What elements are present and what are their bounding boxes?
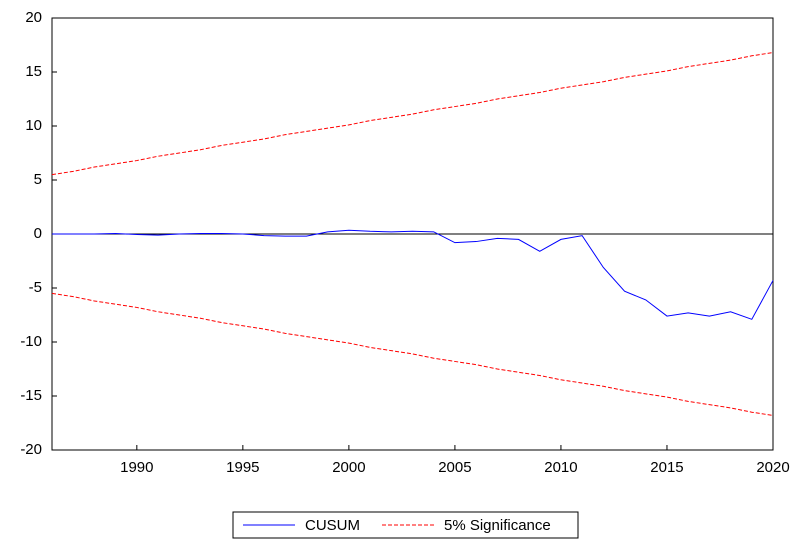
x-tick-label: 2015 [650, 459, 683, 476]
x-tick-label: 1990 [120, 459, 153, 476]
y-tick-label: 20 [25, 9, 42, 26]
series-line [51, 52, 774, 176]
y-tick-label: 0 [34, 225, 42, 242]
y-tick-label: 10 [25, 117, 42, 134]
x-tick-label: 2000 [332, 459, 365, 476]
x-tick-label: 2010 [544, 459, 577, 476]
y-tick-label: -5 [29, 279, 42, 296]
legend-label: CUSUM [305, 517, 360, 534]
legend-label: 5% Significance [444, 517, 551, 534]
y-tick-label: -20 [20, 441, 42, 458]
y-tick-label: -15 [20, 387, 42, 404]
series-line [51, 292, 774, 416]
x-tick-label: 2020 [756, 459, 789, 476]
legend: CUSUM 5% Significance [232, 511, 579, 539]
y-tick-label: -10 [20, 333, 42, 350]
y-tick-label: 15 [25, 63, 42, 80]
y-tick-label: 5 [34, 171, 42, 188]
x-tick-label: 1995 [226, 459, 259, 476]
series-line [52, 229, 774, 320]
x-tick-label: 2005 [438, 459, 471, 476]
